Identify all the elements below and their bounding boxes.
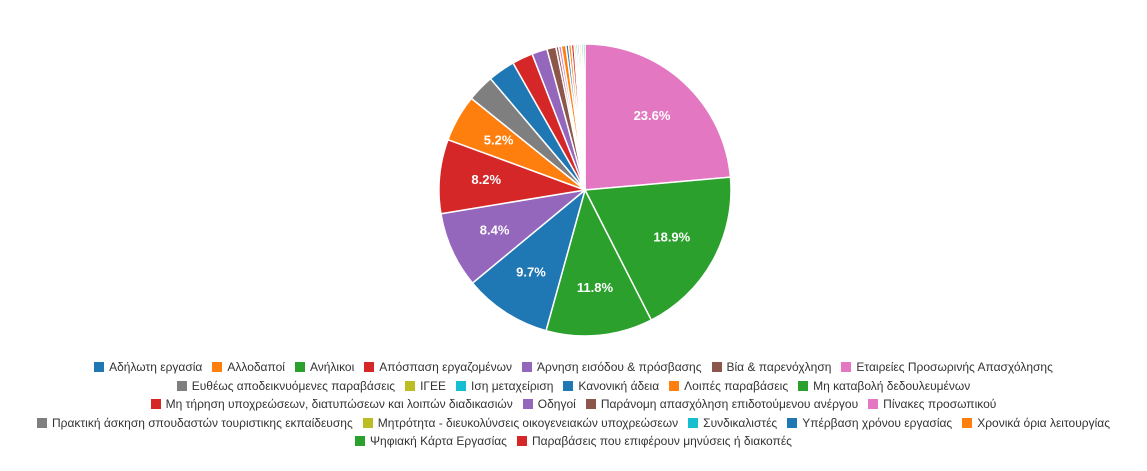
- legend-swatch: [522, 362, 532, 372]
- pie-slice[interactable]: [582, 43, 586, 191]
- pie-slice-labels: 23.6% 18.9% 11.8% 9.7% 8.4% 8.2% 5.2%: [471, 108, 690, 295]
- legend-item[interactable]: Συνδικαλιστές: [688, 414, 777, 433]
- pie-slice[interactable]: [584, 43, 732, 191]
- legend-item[interactable]: Ανήλικοι: [294, 358, 355, 377]
- legend-swatch: [585, 399, 596, 409]
- legend-item[interactable]: Λοιπές παραβάσεις: [669, 377, 788, 396]
- legend-swatch: [563, 380, 574, 391]
- legend-swatch: [962, 417, 973, 428]
- legend-item[interactable]: Υπέρβαση χρόνου εργασίας: [787, 414, 952, 433]
- legend-label: Ψηφιακή Κάρτα Εργασίας: [370, 434, 507, 448]
- legend-label: Παραβάσεις που επιφέρουν μηνύσεις ή διακ…: [531, 434, 792, 448]
- legend-label: Άρνηση εισόδου & πρόσβασης: [537, 360, 702, 374]
- legend-item[interactable]: Αλλοδαποί: [212, 358, 285, 377]
- legend-swatch: [868, 399, 879, 409]
- legend-swatch: [669, 380, 680, 391]
- legend-label: Βία & παρενόχληση: [726, 360, 832, 374]
- slice-percent-label: 11.8%: [577, 280, 614, 295]
- legend-item[interactable]: Παράνομη απασχόληση επιδοτούμενου ανέργο…: [585, 395, 859, 414]
- legend-swatch: [212, 362, 223, 372]
- legend-swatch: [841, 362, 852, 372]
- legend-row: Ευθέως αποδεικνυόμενες παραβάσεις ΙΓΕΕ Ιση…: [20, 377, 1127, 396]
- slice-percent-label: 23.6%: [634, 108, 671, 123]
- legend-label: Λοιπές παραβάσεις: [684, 378, 789, 393]
- legend-label: Αλλοδαποί: [227, 360, 285, 374]
- slice-percent-label: 18.9%: [653, 230, 690, 245]
- legend-label: Αδήλωτη εργασία: [109, 360, 203, 374]
- legend-item[interactable]: Άρνηση εισόδου & πρόσβασης: [522, 358, 702, 377]
- legend-swatch: [150, 399, 161, 409]
- legend-item[interactable]: Πρακτική άσκηση σπουδαστών τουριστικης ε…: [36, 414, 353, 433]
- pie-slices: [438, 43, 732, 337]
- legend-item[interactable]: Πίνακες προσωπικού: [868, 395, 996, 414]
- legend-label: Ιση μεταχείριση: [471, 378, 554, 393]
- legend-swatch: [36, 417, 47, 428]
- legend-row: Αδήλωτη εργασία Αλλοδαποί Ανήλικοι Απόσπαση…: [20, 358, 1127, 377]
- legend-label: Εταιρείες Προσωρινής Απασχόλησης: [856, 360, 1053, 374]
- legend-label: Υπέρβαση χρόνου εργασίας: [802, 415, 953, 430]
- legend-item[interactable]: Παραβάσεις που επιφέρουν μηνύσεις ή διακ…: [516, 432, 792, 451]
- legend-label: Κανονική άδεια: [578, 378, 660, 393]
- pie-slice[interactable]: [583, 176, 732, 322]
- legend-item[interactable]: Μητρότητα - διευκολύνσεις οικογενειακών …: [362, 414, 679, 433]
- legend-row: Πρακτική άσκηση σπουδαστών τουριστικης ε…: [20, 414, 1127, 433]
- legend-label: Πίνακες προσωπικού: [883, 397, 997, 411]
- legend-swatch: [456, 380, 467, 391]
- legend-label: Απόσπαση εργαζομένων: [379, 360, 512, 374]
- legend-label: Μη τήρηση υποχρεώσεων, διατυπώσεων και λ…: [165, 397, 513, 411]
- legend-item[interactable]: Μη καταβολή δεδουλευμένων: [798, 377, 970, 396]
- legend-label: Συνδικαλιστές: [703, 415, 778, 430]
- slice-percent-label: 8.4%: [480, 223, 510, 238]
- legend-label: Μη καταβολή δεδουλευμένων: [813, 378, 971, 393]
- slice-percent-label: 8.2%: [471, 172, 501, 187]
- legend-label: Μητρότητα - διευκολύνσεις οικογενειακών …: [377, 415, 679, 430]
- legend-item[interactable]: Εταιρείες Προσωρινής Απασχόλησης: [841, 358, 1053, 377]
- slice-percent-label: 5.2%: [484, 133, 514, 148]
- legend-swatch: [405, 380, 416, 391]
- legend-swatch: [94, 362, 105, 372]
- legend-swatch: [364, 362, 375, 372]
- legend-swatch: [522, 399, 533, 409]
- legend-item[interactable]: Απόσπαση εργαζομένων: [364, 358, 512, 377]
- legend-item[interactable]: Βία & παρενόχληση: [711, 358, 832, 377]
- legend-swatch: [711, 362, 722, 372]
- legend-item[interactable]: Χρονικά όρια λειτουργίας: [962, 414, 1110, 433]
- legend-label: Ευθέως αποδεικνυόμενες παραβάσεις: [191, 378, 396, 393]
- legend-item[interactable]: Μη τήρηση υποχρεώσεων, διατυπώσεων και λ…: [150, 395, 513, 414]
- legend-item[interactable]: Οδηγοί: [522, 395, 576, 414]
- pie-slice[interactable]: [471, 187, 587, 332]
- legend-swatch: [355, 436, 366, 446]
- legend-swatch: [362, 417, 373, 428]
- legend-swatch: [688, 417, 699, 428]
- legend-label: Χρονικά όρια λειτουργίας: [977, 415, 1110, 430]
- legend-label: Ανήλικοι: [309, 360, 355, 374]
- legend-label: ΙΓΕΕ: [420, 378, 447, 393]
- legend-label: Οδηγοί: [537, 397, 576, 411]
- legend-row: Ψηφιακή Κάρτα Εργασίας Παραβάσεις που επι…: [20, 432, 1127, 451]
- pie-chart: 23.6% 18.9% 11.8% 9.7% 8.4% 8.2% 5.2%: [438, 43, 732, 337]
- legend-swatch: [798, 380, 809, 391]
- legend-item[interactable]: ΙΓΕΕ: [405, 377, 446, 396]
- legend-label: Πρακτική άσκηση σπουδαστών τουριστικης ε…: [51, 415, 353, 430]
- legend-swatch: [294, 362, 305, 372]
- legend-swatch: [176, 380, 187, 391]
- legend-item[interactable]: Ευθέως αποδεικνυόμενες παραβάσεις: [176, 377, 396, 396]
- legend-item[interactable]: Αδήλωτη εργασία: [94, 358, 202, 377]
- slice-percent-label: 9.7%: [516, 265, 546, 280]
- legend-swatch: [787, 417, 798, 428]
- legend-label: Παράνομη απασχόληση επιδοτούμενου ανέργο…: [600, 397, 859, 411]
- legend-item[interactable]: Ιση μεταχείριση: [456, 377, 553, 396]
- legend-swatch: [516, 436, 527, 446]
- pie-slice[interactable]: [545, 187, 653, 337]
- legend-row: Μη τήρηση υποχρεώσεων, διατυπώσεων και λ…: [20, 395, 1127, 414]
- legend-item[interactable]: Ψηφιακή Κάρτα Εργασίας: [355, 432, 507, 451]
- legend-item[interactable]: Κανονική άδεια: [563, 377, 659, 396]
- legend: Αδήλωτη εργασία Αλλοδαποί Ανήλικοι Απόσπαση…: [20, 358, 1127, 451]
